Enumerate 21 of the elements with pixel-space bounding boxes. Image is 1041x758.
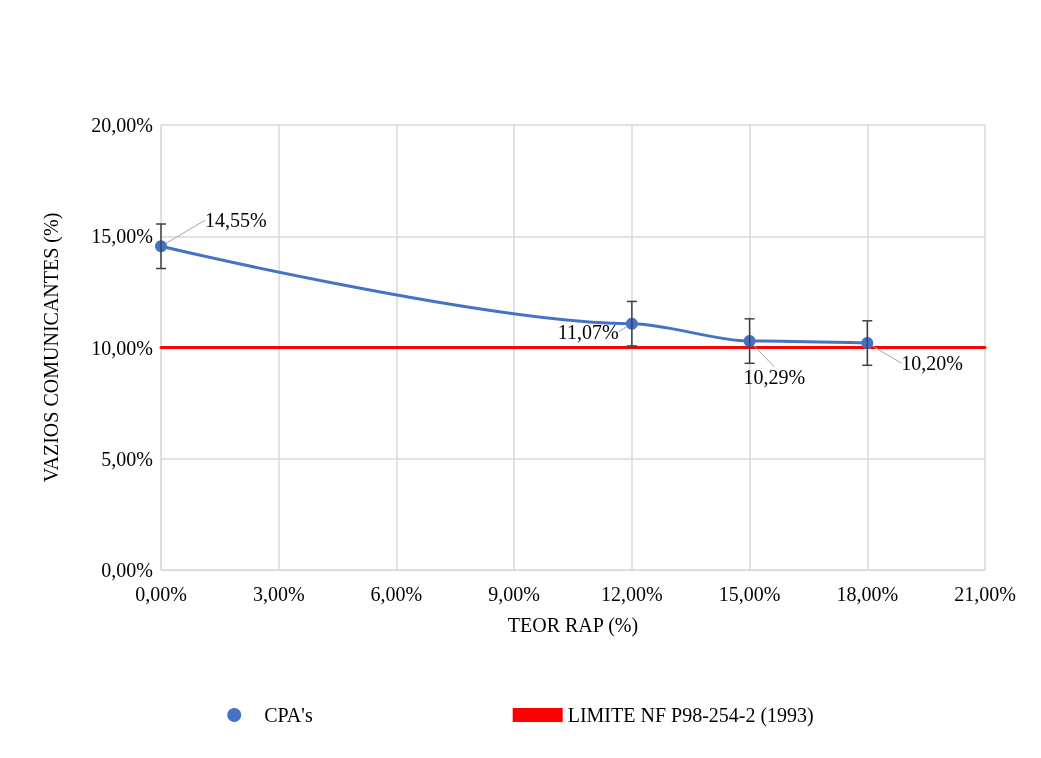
x-tick-label: 15,00% (718, 583, 781, 605)
x-tick-label: 12,00% (601, 583, 663, 605)
x-tick-label: 9,00% (488, 583, 540, 605)
data-label: 10,20% (901, 352, 963, 375)
x-tick-label: 0,00% (135, 583, 187, 605)
data-label: 10,29% (743, 366, 806, 389)
legend-label: LIMITE NF P98-254-2 (1993) (567, 704, 814, 727)
x-tick-label: 3,00% (252, 583, 305, 605)
y-tick-label: 10,00% (91, 336, 153, 359)
y-tick-label: 20,00% (91, 114, 153, 136)
y-tick-label: 15,00% (91, 225, 153, 248)
y-tick-label: 5,00% (101, 447, 153, 470)
data-label: 11,07% (557, 320, 619, 343)
data-label: 14,55% (205, 209, 267, 232)
x-tick-label: 18,00% (836, 583, 899, 605)
y-axis-title: VAZIOS COMUNICANTES (%) (40, 212, 63, 483)
y-tick-label: 0,00% (101, 559, 153, 581)
x-tick-label: 21,00% (954, 583, 1016, 605)
x-axis-title: TEOR RAP (%) (507, 614, 639, 637)
x-tick-label: 6,00% (370, 583, 423, 605)
legend-label: CPA's (264, 704, 313, 726)
